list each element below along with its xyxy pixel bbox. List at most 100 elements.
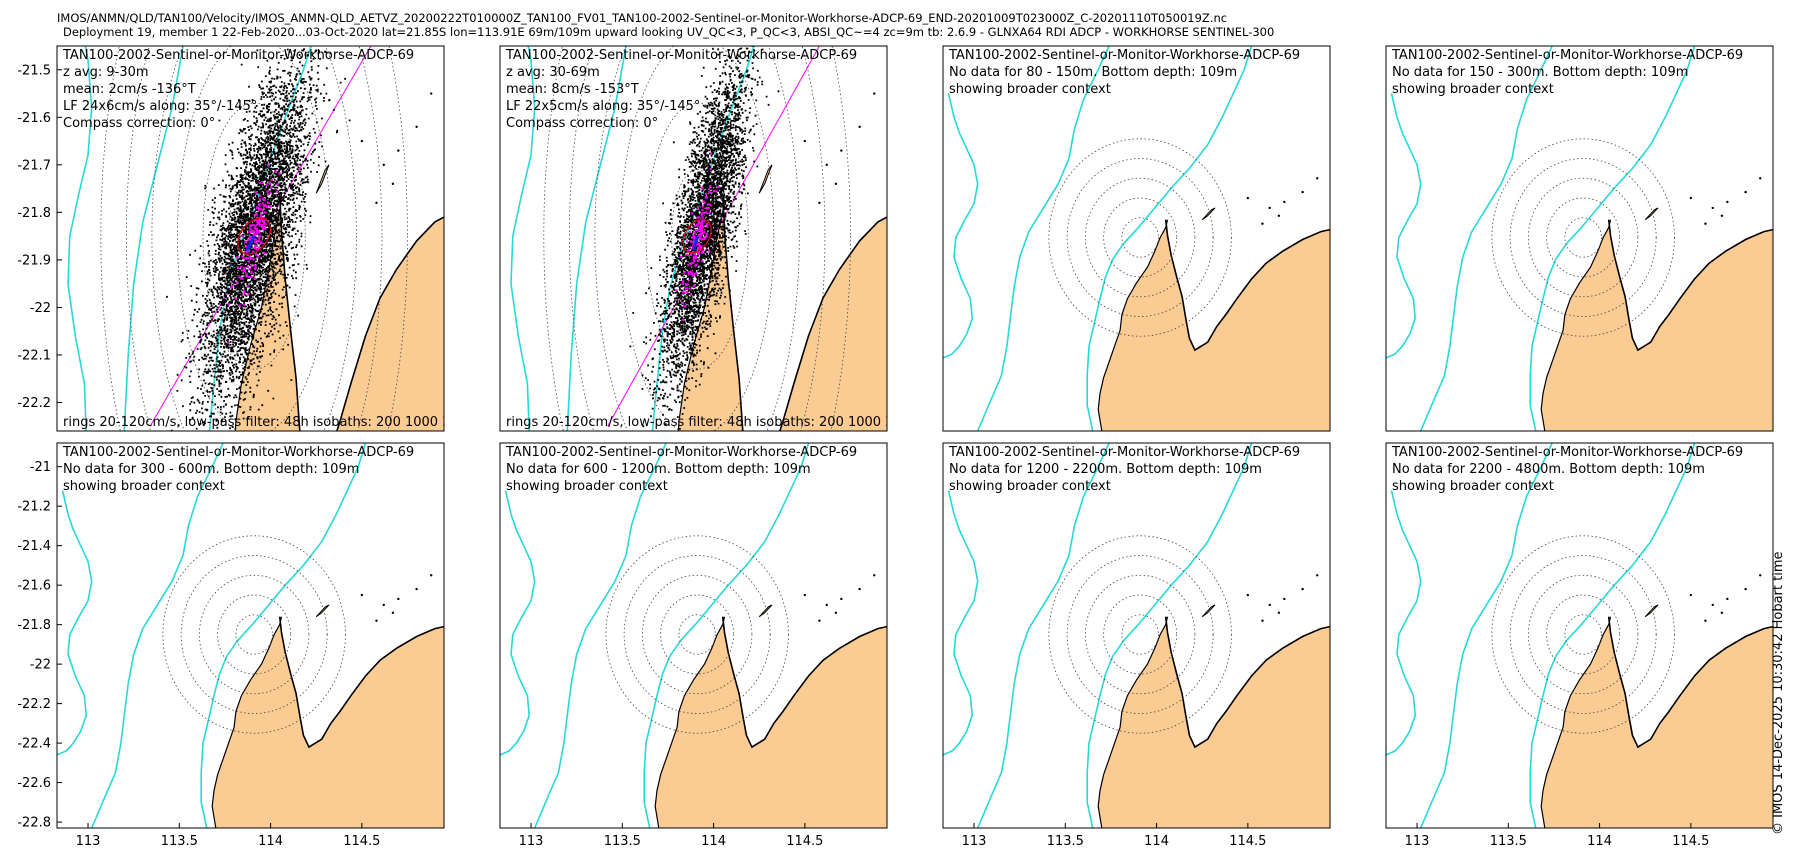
panel-top-2: TAN100-2002-Sentinel-or-Monitor-Workhors… <box>499 45 888 432</box>
islet <box>834 611 838 614</box>
speed-ring-5 <box>605 535 789 734</box>
speed-ring-1 <box>1121 614 1159 655</box>
isobath-line-2 <box>123 46 184 431</box>
coastline-west <box>1097 616 1169 828</box>
y-tick-label: -21.6 <box>17 111 51 126</box>
map-area <box>510 46 887 431</box>
panel-footer: rings 20-120cm/s, low-pass filter: 48h i… <box>63 415 513 430</box>
islet <box>873 92 876 95</box>
speed-ring-1 <box>235 614 273 655</box>
panel-text-line-2: No data for 80 - 150m. Bottom depth: 109… <box>949 65 1237 80</box>
islet <box>1704 222 1707 225</box>
map-area <box>943 46 1330 431</box>
panel-top-3: TAN100-2002-Sentinel-or-Monitor-Workhors… <box>942 45 1331 432</box>
isobath-line-2 <box>533 443 667 828</box>
islet <box>397 149 400 152</box>
islet <box>1316 574 1319 577</box>
speed-ring-2 <box>1103 197 1178 278</box>
islet <box>1246 196 1250 200</box>
islet <box>834 182 838 186</box>
isobath-line-1 <box>651 46 755 431</box>
coastline-west <box>654 616 726 828</box>
axes-frame <box>1385 45 1774 432</box>
isobath-line-1 <box>1086 443 1253 828</box>
panel-text-line-3: showing broader context <box>63 479 225 494</box>
header-line-1: IMOS/ANMN/QLD/TAN100/Velocity/IMOS_ANMN-… <box>57 11 1227 25</box>
panel-text-line-2: z avg: 30-69m <box>506 65 600 80</box>
x-tick-label: 113 <box>76 834 101 849</box>
panel-bottom-3: 113 113.5 114 114.5 TAN100-2002-Sentinel-or-… <box>942 442 1331 849</box>
islet <box>1744 190 1747 194</box>
y-tick-label: -21.7 <box>17 158 51 173</box>
islet <box>1759 574 1762 577</box>
speed-ring-3 <box>198 574 310 695</box>
panel-top-1: -21.5 -21.6 -21.7 -21.8 -21.9 -22 -22.1 -22.2 TA… <box>17 45 513 432</box>
coastline-west <box>1540 616 1612 828</box>
panel-text-line-2: No data for 2200 - 4800m. Bottom depth: … <box>1392 462 1705 477</box>
panel-text-line-3: mean: 8cm/s -153°T <box>506 82 639 97</box>
islet <box>803 139 807 143</box>
islet <box>1261 619 1264 622</box>
y-tick-label: -22.8 <box>17 816 51 831</box>
speed-ring-2 <box>217 594 292 675</box>
islet <box>873 574 876 577</box>
x-tick-label: 113 <box>962 834 987 849</box>
speed-ring-3 <box>641 574 753 695</box>
islet <box>1726 200 1729 204</box>
islet <box>1726 597 1729 601</box>
islet <box>1246 593 1250 597</box>
panel-text-line-3: showing broader context <box>949 82 1111 97</box>
islet <box>391 182 395 186</box>
header-line-2: Deployment 19, member 1 22-Feb-2020...03… <box>63 25 1274 39</box>
y-tick-label: -22.6 <box>17 776 51 791</box>
y-tick-label: -22 <box>30 658 51 673</box>
isobath-line-1 <box>200 443 367 828</box>
land-mass <box>678 193 887 431</box>
y-tick-label: -21.9 <box>17 253 51 268</box>
speed-ring-5 <box>1491 535 1675 734</box>
x-tick-label: 113 <box>1405 834 1430 849</box>
speed-ring-3 <box>177 46 332 431</box>
islet <box>840 597 843 601</box>
speed-ring-6 <box>543 46 851 431</box>
islet <box>430 92 433 95</box>
islet <box>1301 587 1304 591</box>
map-area <box>943 443 1330 828</box>
isobath-line-3 <box>1386 93 1422 359</box>
isobath-line-2 <box>976 46 1110 431</box>
islet <box>375 619 378 622</box>
axes-frame <box>56 45 445 432</box>
axes-frame <box>942 45 1331 432</box>
panel-text-line-1: TAN100-2002-Sentinel-or-Monitor-Workhors… <box>1391 48 1743 63</box>
land-mass <box>1098 616 1330 828</box>
speed-ring-5 <box>1048 535 1232 734</box>
variance-ellipse <box>682 218 712 254</box>
islet <box>818 201 821 205</box>
x-tick-label: 113.5 <box>1047 834 1084 849</box>
islet <box>840 149 843 152</box>
speed-ring-4 <box>1509 555 1657 714</box>
panel-text-line-2: z avg: 9-30m <box>63 65 149 80</box>
panel-text-line-5: Compass correction: 0° <box>506 116 658 131</box>
panels: -21.5 -21.6 -21.7 -21.8 -21.9 -22 -22.1 -22.2 TA… <box>17 45 1774 849</box>
x-tick-label: 114 <box>258 834 283 849</box>
mean-current-arrow <box>245 235 256 252</box>
panel-text-line-1: TAN100-2002-Sentinel-or-Monitor-Workhors… <box>1391 445 1743 460</box>
speed-ring-1 <box>1564 614 1602 655</box>
island <box>1644 604 1659 618</box>
isobath-line-3 <box>510 46 536 431</box>
speed-ring-6 <box>100 46 408 431</box>
y-tick-label: -21.2 <box>17 500 51 515</box>
panel-text-line-3: showing broader context <box>949 479 1111 494</box>
y-tick-label: -22.2 <box>17 396 51 411</box>
islet <box>415 587 418 591</box>
x-tick-label: 114 <box>1587 834 1612 849</box>
isobath-line-3 <box>500 490 536 756</box>
panel-text-line-3: showing broader context <box>1392 82 1554 97</box>
island <box>315 164 330 194</box>
island <box>1201 207 1216 221</box>
land-mass <box>655 616 887 828</box>
coastline-east <box>1164 616 1330 749</box>
island <box>758 164 773 194</box>
